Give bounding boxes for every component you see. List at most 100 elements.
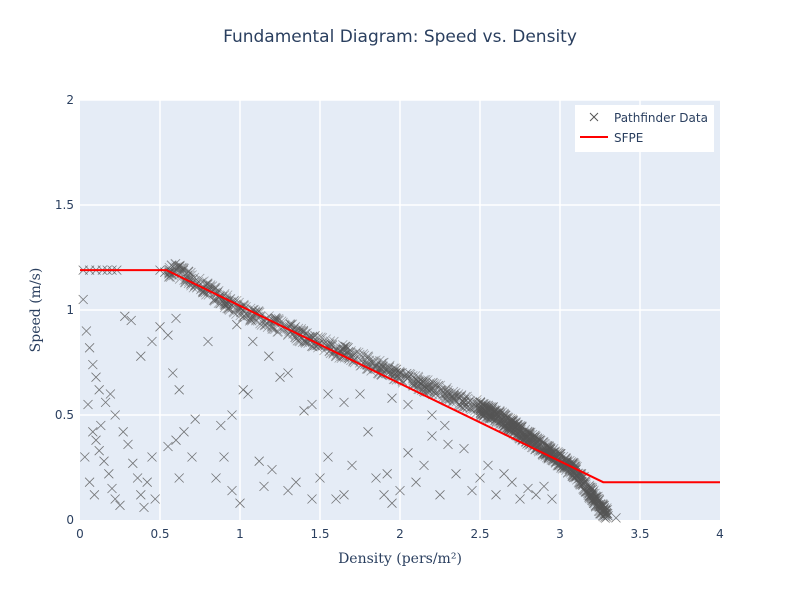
data-point [283, 485, 293, 496]
data-point [413, 377, 424, 387]
data-point [340, 342, 350, 352]
data-point [81, 326, 92, 336]
data-point [347, 349, 358, 360]
data-point [507, 423, 517, 434]
data-point [94, 385, 104, 395]
data-point [294, 336, 305, 347]
data-point [534, 438, 545, 448]
data-point [569, 470, 579, 480]
data-point [611, 513, 621, 523]
data-point [174, 260, 184, 271]
data-point [223, 304, 234, 314]
data-point [353, 347, 364, 358]
data-point [174, 473, 184, 483]
data-point [259, 481, 269, 492]
data-point [267, 324, 277, 334]
data-point [210, 282, 220, 293]
data-point [316, 332, 326, 342]
data-point [471, 408, 481, 419]
data-point [504, 418, 515, 429]
legend-label-pathfinder: Pathfinder Data [614, 111, 708, 125]
data-point [215, 298, 226, 309]
data-point [475, 473, 485, 483]
data-point [492, 409, 502, 419]
data-point [89, 490, 100, 500]
data-point [232, 319, 242, 330]
data-point [147, 452, 157, 462]
data-point [107, 483, 117, 494]
data-point [411, 477, 421, 487]
x-tick-label: 3 [556, 527, 564, 541]
data-point [307, 494, 317, 504]
data-point [509, 424, 520, 435]
y-axis-ticks: 0 0.5 1 1.5 2 [55, 93, 74, 527]
data-point [171, 262, 181, 272]
data-point [487, 402, 498, 413]
data-point [275, 372, 285, 382]
data-point [379, 490, 389, 500]
data-point [227, 485, 237, 496]
data-point [403, 372, 414, 382]
x-tick-label: 2.5 [470, 527, 489, 541]
data-point [419, 460, 429, 471]
data-point [442, 382, 452, 393]
data-point [466, 405, 476, 415]
data-point [380, 364, 390, 375]
data-point [407, 374, 418, 384]
data-point [385, 365, 396, 376]
data-point [572, 471, 582, 482]
data-point [547, 494, 557, 504]
data-point [254, 456, 264, 466]
data-point [231, 309, 241, 319]
data-point [299, 406, 309, 416]
data-point [222, 303, 232, 314]
data-point [526, 427, 536, 438]
legend[interactable]: Pathfinder Data SFPE [575, 105, 714, 152]
data-point [84, 477, 95, 487]
x-axis-label: Density (pers/m²) [338, 551, 462, 567]
data-point [171, 435, 181, 445]
data-point [150, 494, 160, 504]
data-point [88, 427, 98, 437]
data-point [543, 444, 554, 455]
data-point [187, 452, 197, 462]
data-point [395, 485, 405, 496]
data-point [403, 448, 413, 458]
data-point [190, 414, 200, 424]
data-point [492, 413, 502, 424]
data-point [387, 498, 397, 508]
data-point [600, 512, 611, 522]
data-point [371, 355, 381, 365]
data-point [84, 343, 95, 353]
data-point [207, 281, 218, 291]
data-point [425, 377, 436, 388]
data-point [441, 384, 451, 395]
data-point [105, 389, 116, 399]
data-point [267, 464, 277, 475]
data-point [539, 481, 549, 492]
data-point [110, 494, 120, 504]
data-point [128, 458, 138, 469]
data-point [339, 490, 349, 500]
data-point [264, 351, 274, 361]
data-point [526, 434, 536, 445]
data-point [147, 336, 157, 347]
data-point [462, 393, 473, 404]
data-point [211, 473, 221, 483]
data-point [448, 386, 459, 397]
data-point [247, 314, 258, 325]
data-point [212, 287, 223, 297]
data-point [457, 402, 467, 412]
data-point [515, 494, 525, 504]
data-point [544, 441, 555, 452]
y-tick-label: 1.5 [55, 198, 74, 212]
data-point [480, 409, 490, 419]
data-point [88, 359, 98, 370]
data-point [531, 436, 541, 446]
data-point [371, 473, 381, 483]
data-point [499, 469, 509, 479]
data-point [136, 351, 146, 361]
data-point [307, 399, 317, 410]
scatter-series [78, 265, 621, 523]
